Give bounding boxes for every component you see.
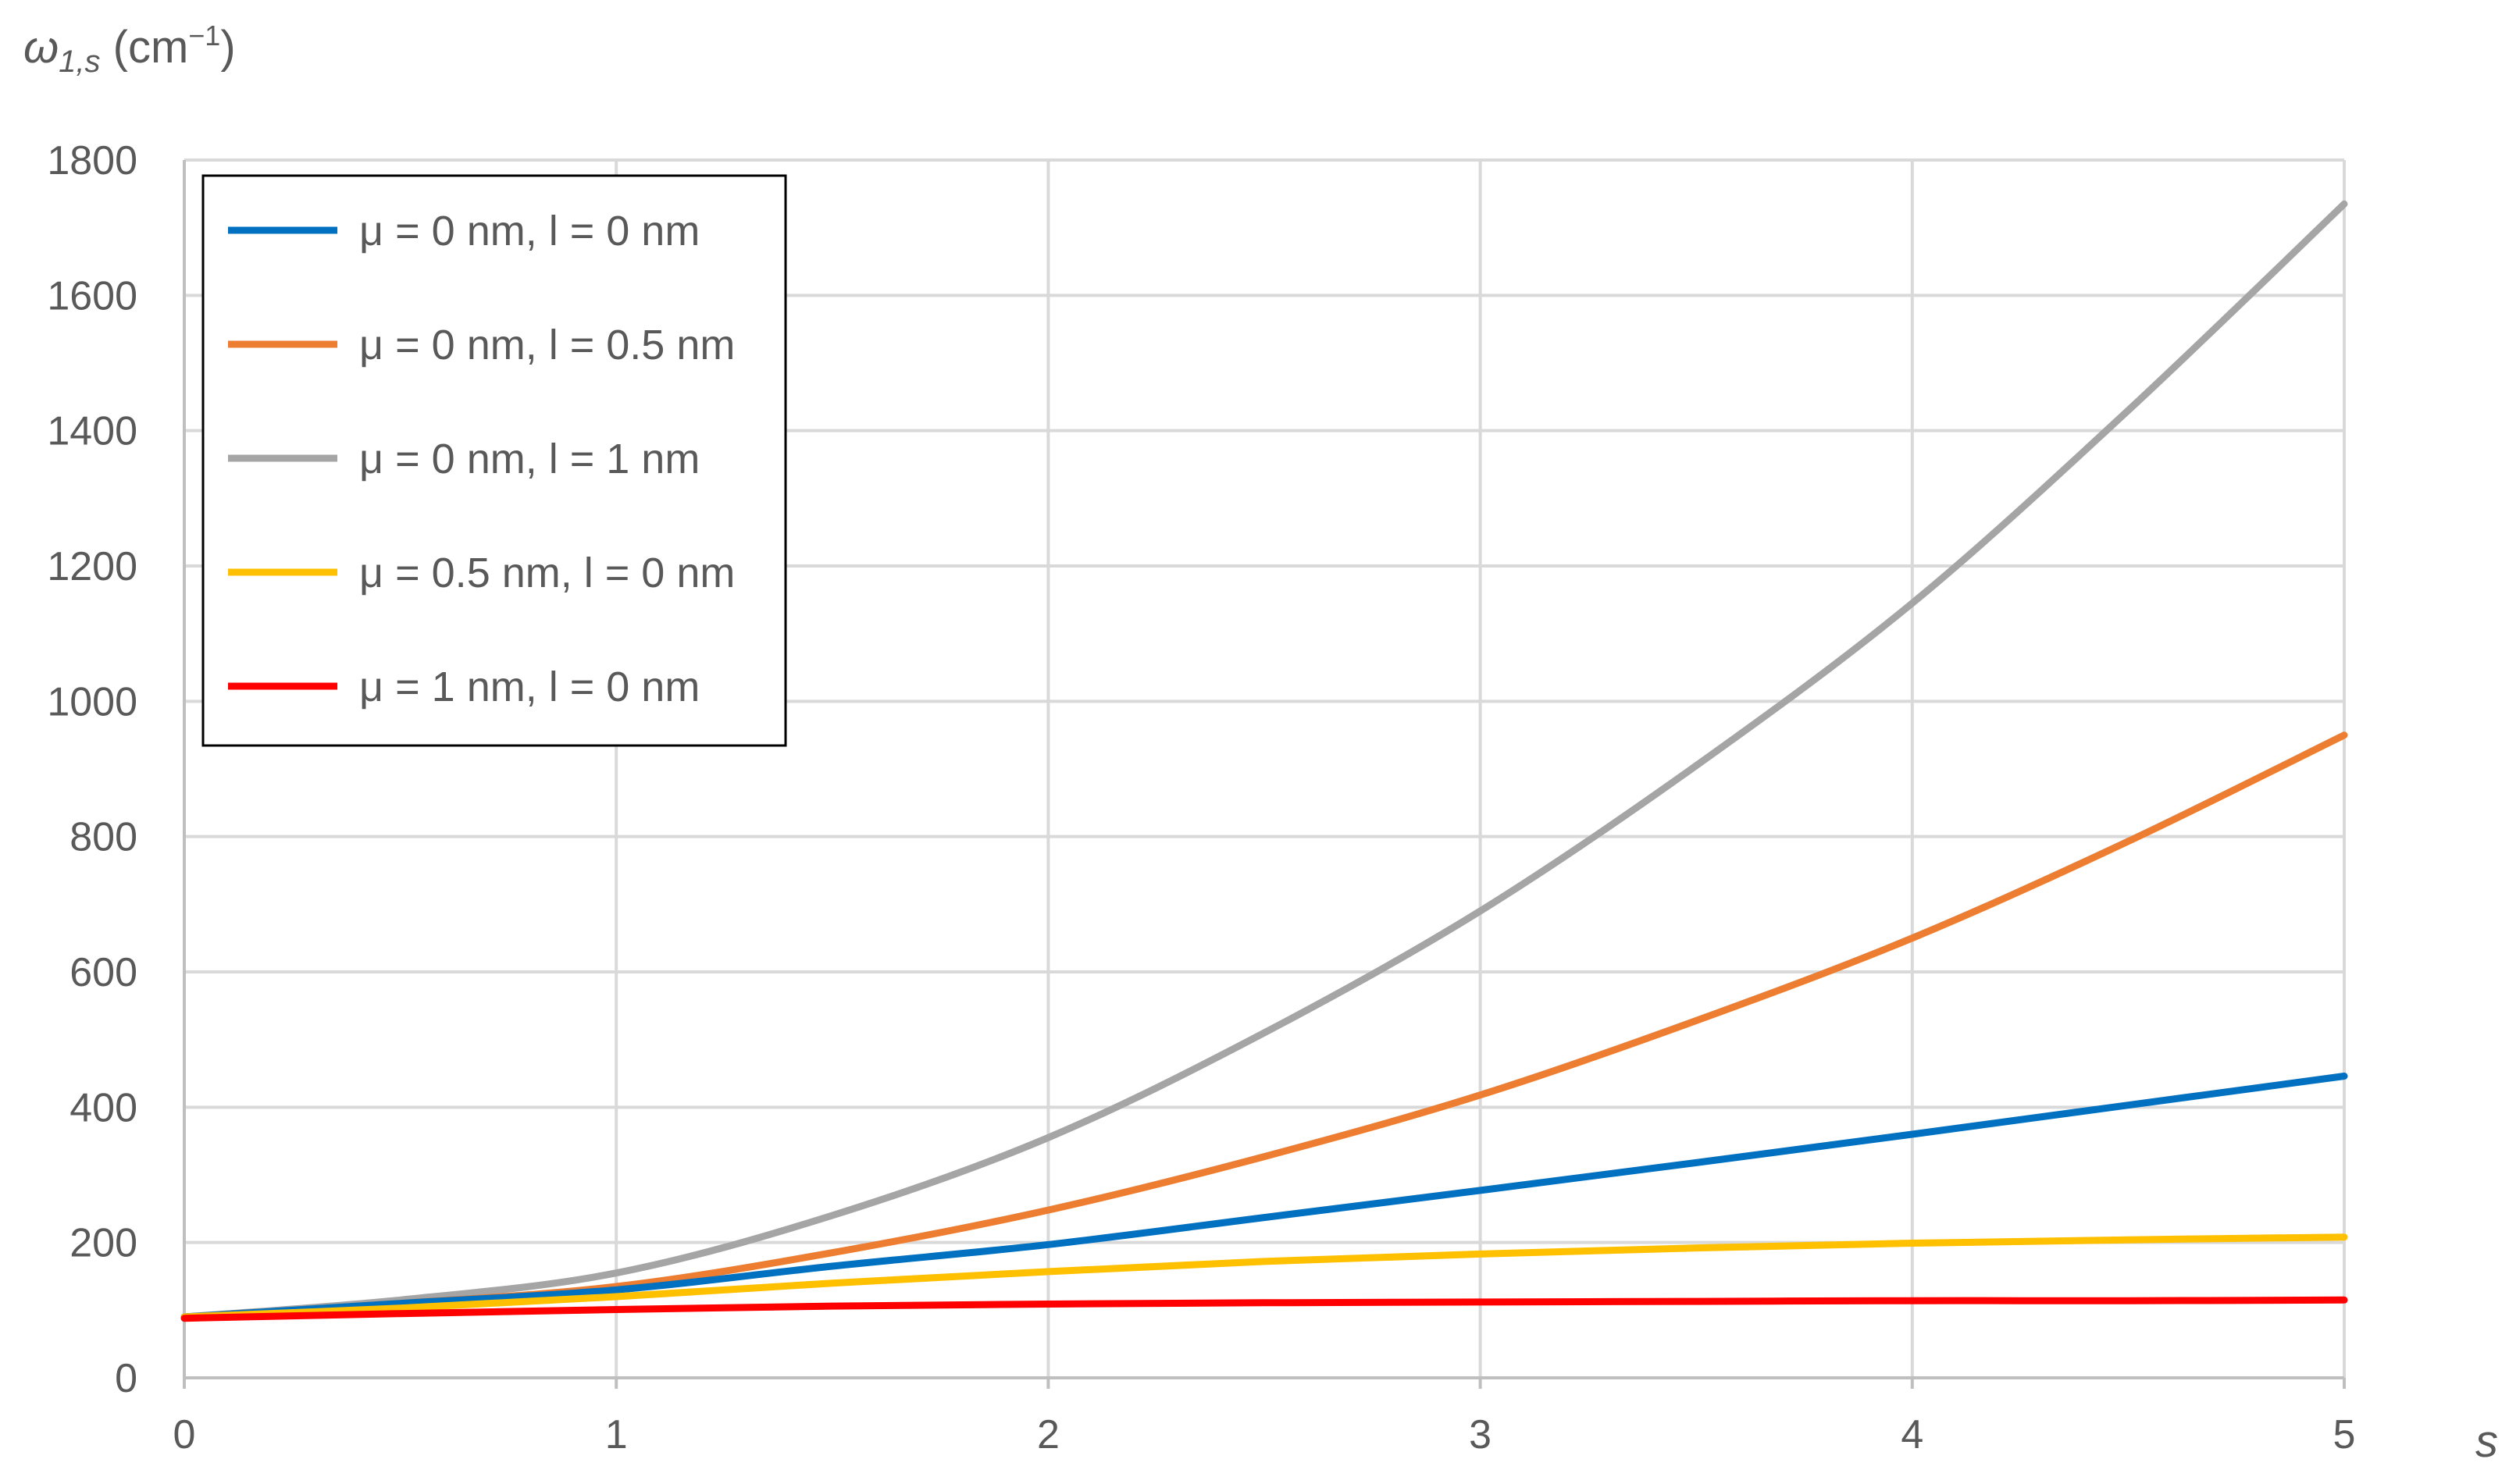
y-axis-unit-open: (cm [101,22,189,73]
y-tick-label: 800 [69,815,137,860]
series-line [180,731,2348,1321]
legend: μ = 0 nm, l = 0 nm μ = 0 nm, l = 0.5 nm μ … [201,174,787,747]
series-line [180,1233,2348,1321]
x-tick-label: 3 [1469,1412,1492,1457]
y-tick-label: 600 [69,950,137,995]
legend-label: μ = 1 nm, l = 0 nm [359,664,700,710]
x-tick-label: 0 [173,1412,196,1457]
y-tick-label: 1600 [47,273,137,319]
y-axis-unit-exp: −1 [188,20,220,52]
legend-label: μ = 0.5 nm, l = 0 nm [359,550,735,596]
y-axis-symbol: ω [23,22,59,73]
legend-label: μ = 0 nm, l = 0.5 nm [359,322,735,368]
y-axis-label: ω1,s (cm−1) [23,20,236,79]
y-tick-label: 200 [69,1221,137,1266]
x-axis-label: s [2475,1416,2498,1467]
legend-label: μ = 0 nm, l = 1 nm [359,436,700,482]
y-tick-label: 400 [69,1085,137,1130]
y-axis-subscript: 1,s [59,44,100,79]
y-tick-label: 1400 [47,409,137,454]
y-tick-label: 1000 [47,679,137,724]
y-axis-unit-close: ) [220,22,235,73]
x-tick-label: 5 [2333,1412,2356,1457]
x-tick-label: 2 [1037,1412,1060,1457]
y-tick-label: 1200 [47,544,137,589]
series-line [180,1296,2348,1322]
legend-label: μ = 0 nm, l = 0 nm [359,208,700,254]
axes: 0 200 400 600 800 1000 1200 1400 1600 1800 0 1 2 3 4 5 [47,138,2355,1457]
y-tick-label: 1800 [47,138,137,183]
series-line [180,1073,2348,1321]
x-tick-label: 4 [1901,1412,1923,1457]
x-tick-label: 1 [605,1412,628,1457]
y-tick-label: 0 [115,1356,137,1401]
series-lines [180,200,2348,1322]
series-line [180,200,2348,1321]
